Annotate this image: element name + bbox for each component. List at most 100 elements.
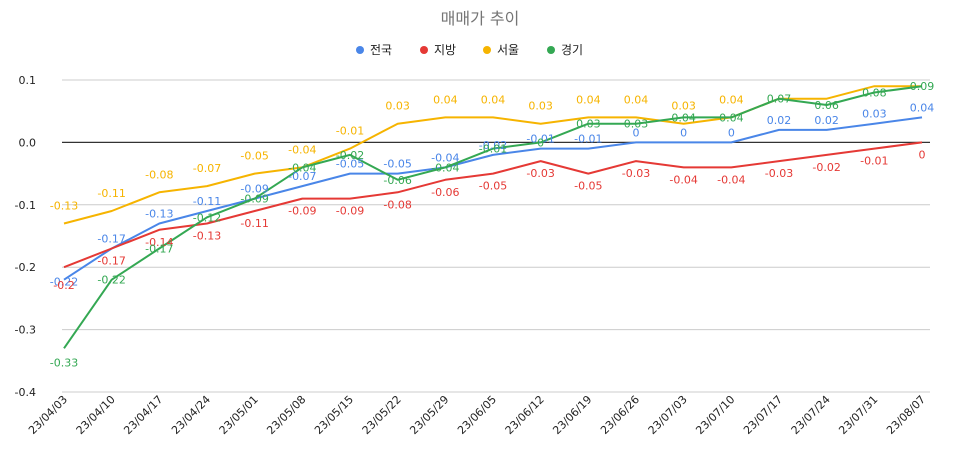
y-axis: 0.1 0.0 -0.1 -0.2 -0.3 -0.4 xyxy=(15,74,36,399)
y-tick-label: -0.3 xyxy=(15,324,36,337)
data-label: -0.05 xyxy=(479,180,507,193)
data-label: -0.14 xyxy=(145,236,173,249)
series-lines xyxy=(63,85,923,349)
data-label: -0.06 xyxy=(383,174,411,187)
x-tick-label: 23/06/05 xyxy=(455,393,499,437)
gridlines xyxy=(62,79,930,393)
x-tick-label: 23/04/24 xyxy=(169,393,213,437)
data-label: -0.33 xyxy=(50,356,78,369)
data-label: -0.09 xyxy=(240,193,268,206)
data-label: -0.05 xyxy=(574,180,602,193)
x-tick-label: 23/05/15 xyxy=(312,393,356,437)
y-tick-label: -0.4 xyxy=(15,386,36,399)
data-label: -0.04 xyxy=(288,143,316,156)
data-label: 0.02 xyxy=(814,114,839,127)
x-tick-label: 23/06/26 xyxy=(598,393,642,437)
data-label: -0.2 xyxy=(53,279,74,292)
data-label: -0.08 xyxy=(145,168,173,181)
data-label: -0.22 xyxy=(97,274,125,287)
data-label: -0.05 xyxy=(336,158,364,171)
data-label: -0.11 xyxy=(193,195,221,208)
data-label: -0.04 xyxy=(431,161,459,174)
x-tick-label: 23/05/22 xyxy=(360,393,404,437)
data-label: 0.06 xyxy=(814,99,839,112)
data-label: -0.07 xyxy=(193,162,221,175)
y-tick-label: 0.1 xyxy=(19,74,37,87)
data-label: 0.04 xyxy=(433,93,458,106)
data-label: -0.03 xyxy=(765,167,793,180)
x-tick-label: 23/07/31 xyxy=(836,393,880,437)
legend-swatch xyxy=(420,46,428,54)
data-label: 0.04 xyxy=(719,111,744,124)
data-label: -0.04 xyxy=(717,173,745,186)
data-label: -0.01 xyxy=(479,143,507,156)
x-tick-label: 23/07/24 xyxy=(789,393,833,437)
data-label: 0.03 xyxy=(624,118,649,131)
series-line xyxy=(63,116,923,281)
legend-label: 전국 xyxy=(370,43,392,57)
legend: 전국 지방 서울 경기 xyxy=(356,43,583,57)
series-line xyxy=(63,141,923,269)
x-axis: 23/04/03 23/04/10 23/04/17 23/04/24 23/05/01… xyxy=(26,393,928,437)
x-tick-label: 23/07/17 xyxy=(741,393,785,437)
x-tick-label: 23/07/03 xyxy=(646,393,690,437)
data-label: -0.09 xyxy=(288,205,316,218)
data-label: -0.08 xyxy=(383,198,411,211)
data-label: -0.11 xyxy=(97,187,125,200)
data-label: 0.04 xyxy=(910,101,935,114)
legend-label: 지방 xyxy=(434,43,456,57)
data-label: -0.01 xyxy=(336,125,364,138)
data-label: -0.17 xyxy=(97,254,125,267)
legend-swatch xyxy=(356,46,364,54)
data-label: -0.02 xyxy=(479,139,507,152)
chart-title: 매매가 추이 xyxy=(441,9,520,28)
legend-swatch xyxy=(547,46,555,54)
data-label: -0.02 xyxy=(336,149,364,162)
data-label: 0 xyxy=(919,148,926,161)
data-label: 0.02 xyxy=(767,114,792,127)
x-tick-label: 23/04/10 xyxy=(74,393,118,437)
data-label: -0.13 xyxy=(50,200,78,213)
data-label: -0.17 xyxy=(145,242,173,255)
y-tick-label: 0.0 xyxy=(19,136,37,149)
data-label: 0 xyxy=(728,126,735,139)
data-label: -0.09 xyxy=(240,183,268,196)
data-label: -0.07 xyxy=(288,170,316,183)
data-label: 0.03 xyxy=(671,100,696,113)
data-labels: -0.22 -0.17 -0.13 -0.11 -0.09 -0.07 -0.05 -0.05… xyxy=(50,80,934,369)
x-tick-label: 23/04/03 xyxy=(26,393,70,437)
data-label: -0.13 xyxy=(193,230,221,243)
data-label: -0.03 xyxy=(526,167,554,180)
data-label: -0.12 xyxy=(193,211,221,224)
x-tick-label: 23/05/29 xyxy=(407,393,451,437)
data-label: 0 xyxy=(680,126,687,139)
legend-swatch xyxy=(483,46,491,54)
series-line xyxy=(63,85,923,349)
x-tick-label: 23/07/10 xyxy=(693,393,737,437)
data-label: 0.04 xyxy=(624,93,649,106)
data-label: -0.01 xyxy=(526,133,554,146)
data-label: -0.05 xyxy=(383,158,411,171)
data-label: 0.04 xyxy=(719,93,744,106)
data-label: -0.04 xyxy=(431,151,459,164)
data-label: 0.07 xyxy=(767,93,792,106)
data-label: 0 xyxy=(633,126,640,139)
data-label: -0.03 xyxy=(622,167,650,180)
data-label: 0.03 xyxy=(862,108,887,121)
legend-label: 서울 xyxy=(497,43,519,57)
data-label: -0.09 xyxy=(336,205,364,218)
x-tick-label: 23/08/07 xyxy=(884,393,928,437)
data-label: 0.08 xyxy=(862,86,887,99)
data-label: 0 xyxy=(537,136,544,149)
data-label: -0.11 xyxy=(240,217,268,230)
data-label: 0.09 xyxy=(910,80,935,93)
data-label: 0.03 xyxy=(576,118,601,131)
data-label: -0.06 xyxy=(431,186,459,199)
x-tick-label: 23/06/19 xyxy=(550,393,594,437)
x-tick-label: 23/05/01 xyxy=(217,393,261,437)
data-label: -0.13 xyxy=(145,208,173,221)
data-label: -0.01 xyxy=(574,133,602,146)
data-label: -0.05 xyxy=(240,150,268,163)
x-tick-label: 23/06/12 xyxy=(503,393,547,437)
